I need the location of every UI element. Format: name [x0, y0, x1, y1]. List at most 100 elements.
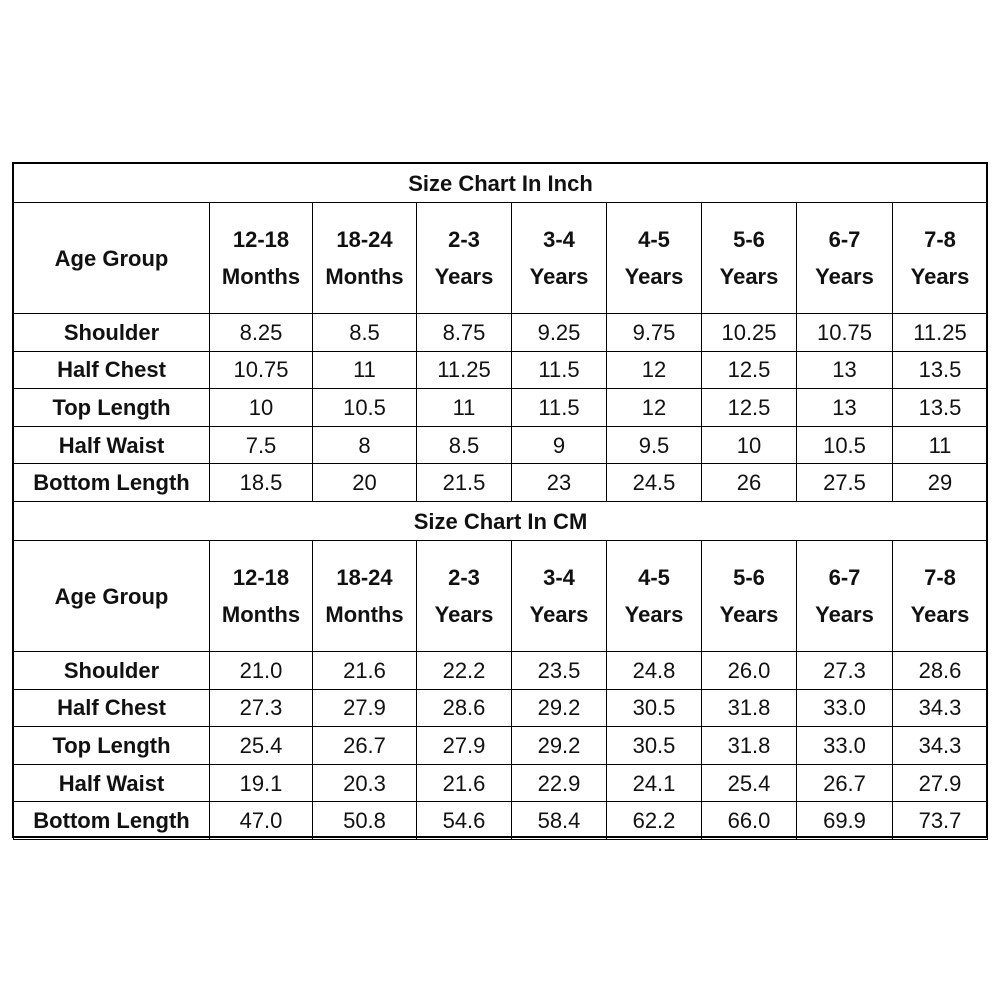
value: 33.0	[823, 695, 866, 721]
value-cell: 30.5	[606, 688, 702, 728]
value-cell: 10.75	[209, 350, 313, 390]
row-label: Half Chest	[13, 350, 210, 390]
value: 18.5	[239, 470, 283, 496]
value: 10.75	[233, 357, 289, 383]
value-cell: 19.1	[209, 763, 313, 803]
value: 9.5	[638, 432, 670, 458]
value-cell: 21.5	[416, 463, 512, 502]
value-cell: 26.7	[312, 726, 417, 765]
value: 12	[641, 357, 667, 383]
row-label: Shoulder	[13, 651, 210, 690]
row-label: Shoulder	[63, 319, 160, 345]
value-cell: 33.0	[796, 688, 893, 728]
value: 25.4	[727, 770, 771, 796]
value-cell: 11.5	[511, 350, 607, 390]
value: 21.5	[442, 470, 486, 496]
value-cell: 24.1	[606, 763, 702, 803]
value-cell: 62.2	[606, 801, 702, 840]
row-label: Bottom Length	[13, 463, 210, 502]
value: 22.2	[442, 657, 486, 683]
value-cell: 28.6	[416, 688, 512, 728]
value: 9	[552, 432, 566, 458]
value-cell: 50.8	[312, 801, 417, 840]
value: 25.4	[239, 732, 283, 758]
header-line: 7-8	[924, 227, 956, 252]
value-cell: 11	[892, 425, 988, 465]
value: 30.5	[632, 732, 676, 758]
value: 20	[352, 470, 377, 496]
value: 22.9	[537, 770, 581, 796]
header-cell: 12-18 Months	[209, 202, 313, 314]
value: 29.2	[537, 732, 581, 758]
value: 12.5	[727, 394, 771, 420]
value-cell: 8.25	[209, 313, 313, 352]
row-label: Half Waist	[13, 425, 210, 465]
row-label: Half Chest	[57, 357, 166, 383]
header-cell: 3-4 Years	[511, 202, 607, 314]
row-label: Bottom Length	[13, 801, 210, 840]
value: 11.25	[437, 357, 491, 383]
value: 11.5	[538, 357, 580, 383]
header-cell: 18-24 Months	[312, 202, 417, 314]
value: 10.75	[816, 319, 873, 345]
value-cell: 9.25	[511, 313, 607, 352]
value: 30.5	[632, 695, 676, 721]
value-cell: 11.25	[416, 350, 512, 390]
value: 27.9	[442, 732, 486, 758]
value: 23.5	[537, 657, 581, 683]
value: 27.3	[823, 657, 866, 683]
value: 13	[832, 394, 857, 420]
header-cell: 7-8 Years	[892, 202, 988, 314]
header-cell: 6-7 Years	[796, 540, 893, 652]
value: 28.6	[918, 657, 962, 683]
value-cell: 10.25	[701, 313, 797, 352]
header-line: Months	[221, 264, 301, 289]
header-cell: 18-24 Months	[312, 540, 417, 652]
value: 31.8	[727, 732, 771, 758]
row-label: Top Length	[13, 726, 210, 765]
value-cell: 22.2	[416, 651, 512, 690]
value: 26	[736, 470, 762, 496]
value-cell: 30.5	[606, 726, 702, 765]
header-line: Years	[529, 602, 589, 627]
value-cell: 13	[796, 350, 893, 390]
value-cell: 12.5	[701, 388, 797, 427]
row-label: Bottom Length	[33, 470, 190, 496]
value-cell: 31.8	[701, 726, 797, 765]
value: 58.4	[537, 808, 581, 834]
value: 13	[832, 357, 857, 383]
value-cell: 22.9	[511, 763, 607, 803]
value-cell: 8.5	[312, 313, 417, 352]
value: 26.7	[343, 732, 386, 758]
value: 27.9	[918, 770, 962, 796]
header-line: 4-5	[638, 227, 670, 252]
header-line: 18-24	[336, 565, 393, 590]
value-cell: 24.8	[606, 651, 702, 690]
header-cell: 5-6 Years	[701, 202, 797, 314]
value: 12	[641, 394, 667, 420]
header-line: Months	[325, 602, 404, 627]
value-cell: 11	[312, 350, 417, 390]
value-cell: 73.7	[892, 801, 988, 840]
value-cell: 11.5	[511, 388, 607, 427]
row-label: Half Waist	[58, 770, 165, 796]
value: 11	[928, 432, 952, 458]
header-line: 5-6	[733, 227, 765, 252]
value-cell: 58.4	[511, 801, 607, 840]
value-cell: 12.5	[701, 350, 797, 390]
value-cell: 47.0	[209, 801, 313, 840]
header-label: Age Group	[54, 583, 169, 609]
value: 26.7	[823, 770, 866, 796]
value: 9.75	[632, 319, 676, 345]
row-label: Half Waist	[13, 763, 210, 803]
value-cell: 27.9	[892, 763, 988, 803]
value-cell: 25.4	[209, 726, 313, 765]
value-cell: 9	[511, 425, 607, 465]
value-cell: 21.0	[209, 651, 313, 690]
header-line: Years	[910, 264, 970, 289]
value-cell: 7.5	[209, 425, 313, 465]
row-label: Shoulder	[13, 313, 210, 352]
header-line: 18-24	[336, 227, 393, 252]
header-line: Years	[719, 602, 779, 627]
